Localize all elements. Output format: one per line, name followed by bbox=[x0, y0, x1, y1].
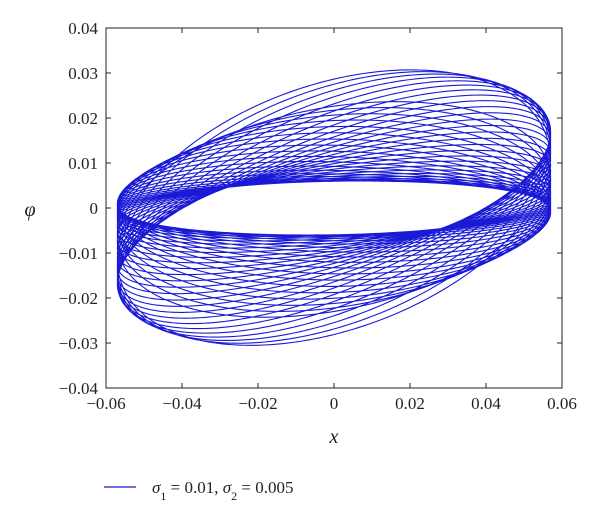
legend-sigma2: σ bbox=[223, 478, 232, 497]
legend-sigma1: σ bbox=[152, 478, 161, 497]
ticks: −0.06 −0.04 −0.02 0 0.02 0.04 0.06−0.04−0.03−0… bbox=[59, 19, 577, 413]
x-tick-label: −0.06 bbox=[86, 394, 125, 413]
y-tick-label: 0.03 bbox=[68, 64, 98, 83]
x-tick-label: −0.04 bbox=[162, 394, 202, 413]
x-tick-label: −0.02 bbox=[238, 394, 277, 413]
y-tick-label: −0.04 bbox=[59, 379, 99, 398]
legend-value1: = 0.01, bbox=[166, 478, 222, 497]
y-tick-label: −0.03 bbox=[59, 334, 98, 353]
legend: σ1 = 0.01, σ2 = 0.005 bbox=[104, 478, 293, 503]
trajectory-layer bbox=[116, 69, 552, 346]
legend-sub2: 2 bbox=[231, 489, 237, 503]
y-tick-label: −0.02 bbox=[59, 289, 98, 308]
y-tick-label: 0 bbox=[90, 199, 99, 218]
legend-sub1: 1 bbox=[160, 489, 166, 503]
x-tick-label: 0.02 bbox=[395, 394, 425, 413]
y-tick-label: 0.01 bbox=[68, 154, 98, 173]
legend-value2: = 0.005 bbox=[237, 478, 293, 497]
x-tick-label: 0 bbox=[330, 394, 339, 413]
y-axis-label: φ bbox=[24, 199, 35, 221]
y-tick-label: 0.04 bbox=[68, 19, 98, 38]
x-axis-label: x bbox=[329, 426, 339, 448]
x-tick-label: 0.06 bbox=[547, 394, 577, 413]
y-tick-label: 0.02 bbox=[68, 109, 98, 128]
y-tick-label: −0.01 bbox=[59, 244, 98, 263]
x-tick-label: 0.04 bbox=[471, 394, 501, 413]
trajectory-series-line bbox=[116, 69, 552, 346]
legend-label: σ1 = 0.01, σ2 = 0.005 bbox=[152, 478, 293, 503]
